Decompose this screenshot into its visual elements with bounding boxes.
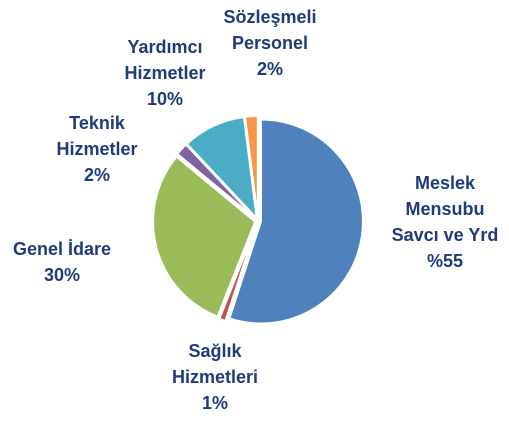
category-name: Genel İdare xyxy=(12,239,112,259)
slice-label: Sağlık Hizmetleri 1% xyxy=(159,338,271,416)
slice-label: Yardımcı Hizmetler 10% xyxy=(111,34,219,112)
slice-label: Teknik Hizmetler 2% xyxy=(47,110,147,188)
value-label: 30% xyxy=(43,265,81,285)
slice-label: Meslek Mensubu Savcı ve Yrd %55 xyxy=(383,170,508,274)
value-label: %55 xyxy=(426,251,464,271)
pie-slice xyxy=(152,155,257,318)
category-name: Sözleşmeli Personel xyxy=(223,7,317,53)
pie-slice xyxy=(243,115,259,219)
value-label: 2% xyxy=(256,59,283,79)
category-name: Yardımcı Hizmetler xyxy=(124,37,206,83)
pie-slice xyxy=(218,223,258,323)
pie-slice xyxy=(228,118,364,325)
category-name: Meslek Mensubu Savcı ve Yrd xyxy=(391,173,499,245)
value-label: 1% xyxy=(201,393,228,413)
pie-slice xyxy=(185,115,259,222)
pie-slice xyxy=(175,143,257,220)
category-name: Teknik Hizmetler xyxy=(56,113,138,159)
value-label: 2% xyxy=(83,165,110,185)
slice-label: Sözleşmeli Personel 2% xyxy=(214,4,326,82)
slice-label: Genel İdare 30% xyxy=(0,236,132,288)
value-label: 10% xyxy=(146,89,184,109)
category-name: Sağlık Hizmetleri xyxy=(171,341,259,387)
